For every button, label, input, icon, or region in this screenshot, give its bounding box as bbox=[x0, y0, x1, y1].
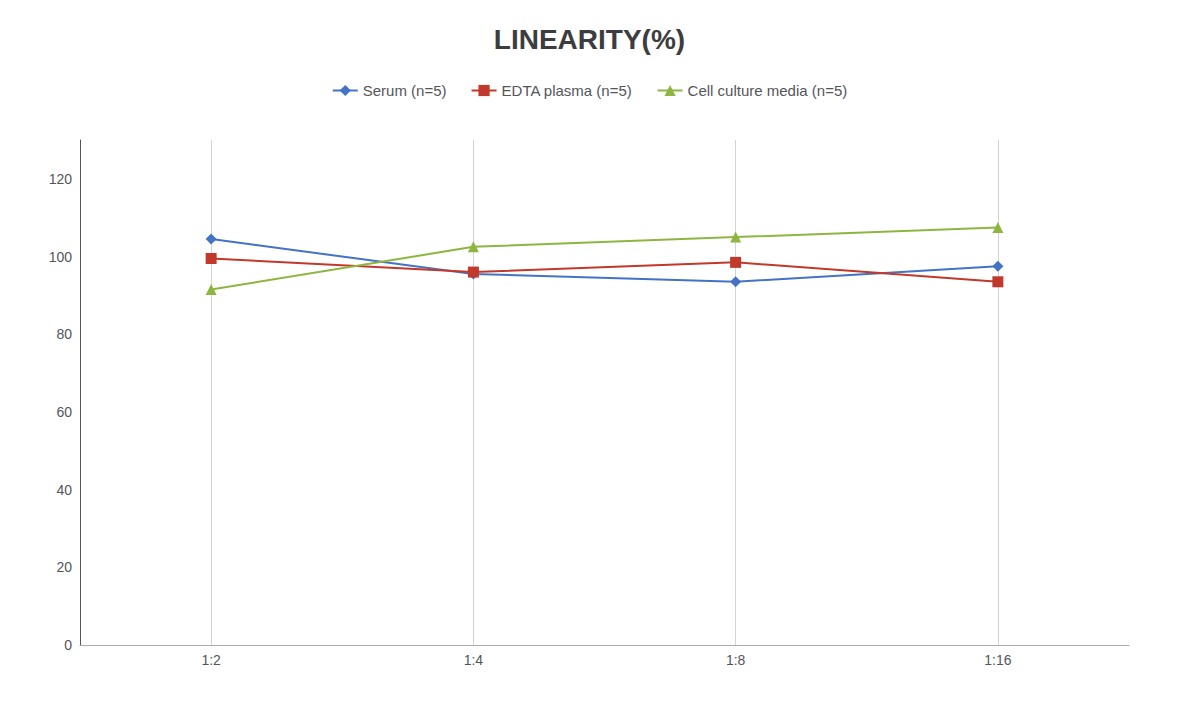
svg-text:1:8: 1:8 bbox=[726, 652, 746, 668]
svg-text:Serum (n=5): Serum (n=5) bbox=[363, 82, 447, 99]
svg-text:60: 60 bbox=[56, 404, 72, 420]
svg-text:80: 80 bbox=[56, 326, 72, 342]
svg-text:40: 40 bbox=[56, 482, 72, 498]
svg-text:1:16: 1:16 bbox=[984, 652, 1011, 668]
svg-text:0: 0 bbox=[64, 637, 72, 653]
svg-text:1:4: 1:4 bbox=[464, 652, 484, 668]
svg-text:120: 120 bbox=[49, 171, 73, 187]
svg-text:EDTA plasma (n=5): EDTA plasma (n=5) bbox=[502, 82, 632, 99]
svg-text:20: 20 bbox=[56, 559, 72, 575]
svg-text:LINEARITY(%): LINEARITY(%) bbox=[494, 24, 685, 55]
svg-text:100: 100 bbox=[49, 249, 73, 265]
svg-text:Cell culture media (n=5): Cell culture media (n=5) bbox=[688, 82, 848, 99]
svg-text:1:2: 1:2 bbox=[201, 652, 221, 668]
